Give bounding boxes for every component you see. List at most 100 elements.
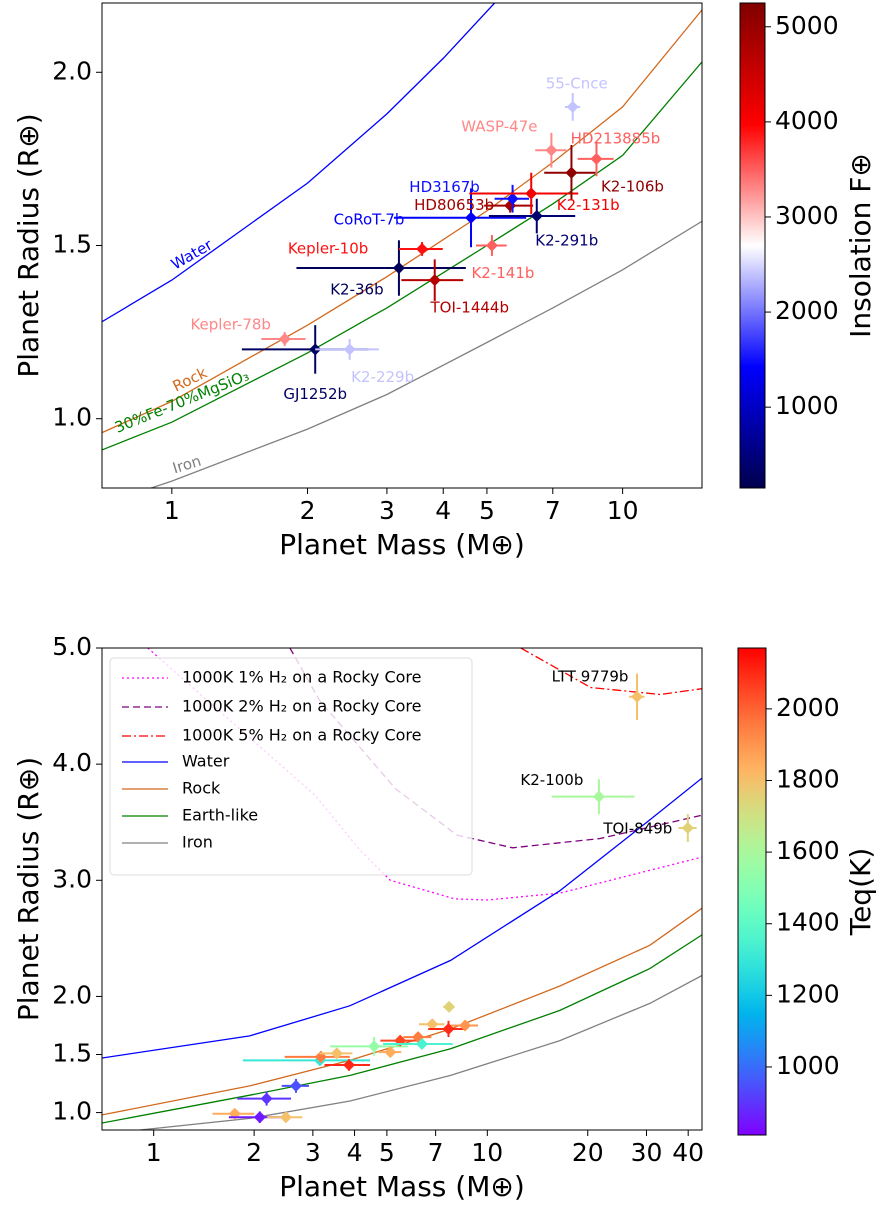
planet-marker [506, 192, 519, 205]
cbar-tick-label: 1000 [775, 391, 839, 420]
model-curve [102, 907, 702, 1116]
curve-label: Iron [170, 452, 203, 478]
x-tick-label: 1 [164, 496, 180, 525]
y-tick-label: 1.0 [52, 1097, 92, 1126]
legend-label: 1000K 1% H₂ on a Rocky Core [182, 668, 421, 687]
x-tick-label: 10 [607, 496, 639, 525]
planet-label: HD80653b [414, 196, 494, 214]
planet-label: CoRoT-7b [334, 210, 405, 228]
axes-frame [101, 647, 703, 1131]
planet-label: HD213885b [571, 129, 661, 147]
x-tick-label: 3 [379, 496, 395, 525]
planet-label: LTT 9779b [552, 667, 629, 685]
cbar-tick-label: 2000 [776, 693, 840, 722]
model-curve [102, 3, 496, 323]
cbar-tick-label: 1400 [776, 908, 840, 937]
planet-marker [590, 152, 603, 165]
y-tick-label: 2.0 [52, 56, 92, 85]
planet-label: Kepler-10b [288, 239, 368, 257]
x-tick-label: 10 [471, 1138, 503, 1167]
colorbar [739, 2, 766, 489]
legend-label: 1000K 2% H₂ on a Rocky Core [182, 697, 421, 716]
planet-marker [592, 790, 605, 803]
colorbar [737, 647, 767, 1136]
axes-frame [101, 2, 703, 489]
model-curve [102, 9, 702, 434]
x-tick-label: 3 [305, 1138, 321, 1167]
y-tick-label: 1.0 [52, 403, 92, 432]
x-tick-label: 4 [435, 496, 451, 525]
planet-marker [485, 239, 498, 252]
planet-marker [289, 1079, 302, 1092]
planet-marker [459, 1019, 472, 1032]
x-tick-label: 2 [300, 496, 316, 525]
planet-label: TOI-849b [602, 820, 672, 838]
x-tick-label: 20 [572, 1138, 604, 1167]
x-tick-label: 5 [379, 1138, 395, 1167]
planet-marker [416, 242, 429, 255]
planet-marker [343, 343, 356, 356]
planet-marker [343, 1058, 356, 1071]
y-axis-label: Planet Radius (R⊕) [12, 757, 45, 1021]
legend-label: 1000K 5% H₂ on a Rocky Core [182, 726, 421, 745]
planet-marker [428, 274, 441, 287]
cbar-tick-label: 1800 [776, 764, 840, 793]
planet-marker [443, 1000, 456, 1013]
y-axis-label: Planet Radius (R⊕) [12, 113, 45, 377]
legend-label: Earth-like [182, 806, 258, 825]
model-curve [139, 974, 702, 1130]
x-tick-label: 30 [631, 1138, 663, 1167]
plot-area [102, 648, 702, 1130]
planet-marker [279, 1111, 292, 1124]
planet-label: K2-106b [601, 177, 664, 195]
cbar-tick-label: 2000 [775, 296, 839, 325]
planet-label: HD3167b [409, 178, 480, 196]
planet-marker [545, 144, 558, 157]
cbar-label: Teq(K) [844, 848, 877, 937]
cbar-tick-label: 3000 [775, 201, 839, 230]
x-tick-label: 5 [479, 496, 495, 525]
planet-label: WASP-47e [461, 118, 537, 136]
planet-marker [253, 1111, 266, 1124]
legend-label: Water [182, 752, 230, 771]
planet-marker [368, 1040, 381, 1053]
model-curve [102, 934, 702, 1124]
planet-marker [566, 100, 579, 113]
cbar-tick-label: 1000 [776, 1051, 840, 1080]
cbar-tick-label: 5000 [775, 11, 839, 40]
x-axis-label: Planet Mass (M⊕) [279, 528, 525, 561]
x-tick-label: 1 [146, 1138, 162, 1167]
planet-label: GJ1252b [283, 385, 347, 403]
x-tick-label: 40 [672, 1138, 704, 1167]
planet-marker [278, 333, 291, 346]
planet-marker [426, 1018, 439, 1031]
legend-frame [109, 657, 473, 876]
planet-label: K2-229b [351, 368, 414, 386]
planet-marker [631, 690, 644, 703]
x-tick-label: 4 [347, 1138, 363, 1167]
model-curve [150, 220, 702, 488]
model-curve [147, 648, 702, 901]
planet-label: 55-Cnce [546, 74, 608, 92]
planet-marker [681, 822, 694, 835]
planet-marker [330, 1047, 343, 1060]
x-axis-label: Planet Mass (M⊕) [279, 1170, 525, 1203]
cbar-tick-label: 1200 [776, 979, 840, 1008]
planet-marker [392, 262, 405, 275]
planet-marker [530, 210, 543, 223]
planet-label: K2-131b [557, 196, 620, 214]
y-tick-label: 2.0 [52, 980, 92, 1009]
y-tick-label: 5.0 [52, 632, 92, 661]
legend-label: Iron [182, 833, 213, 852]
model-curve [520, 648, 702, 696]
y-tick-label: 1.5 [52, 230, 92, 259]
planet-label: K2-100b [520, 771, 583, 789]
planet-marker [415, 1038, 428, 1051]
y-tick-label: 4.0 [52, 748, 92, 777]
planet-marker [384, 1046, 397, 1059]
y-tick-label: 3.0 [52, 864, 92, 893]
x-tick-label: 7 [428, 1138, 444, 1167]
cbar-tick-label: 1600 [776, 836, 840, 865]
planet-label: TOI-1444b [429, 299, 509, 317]
